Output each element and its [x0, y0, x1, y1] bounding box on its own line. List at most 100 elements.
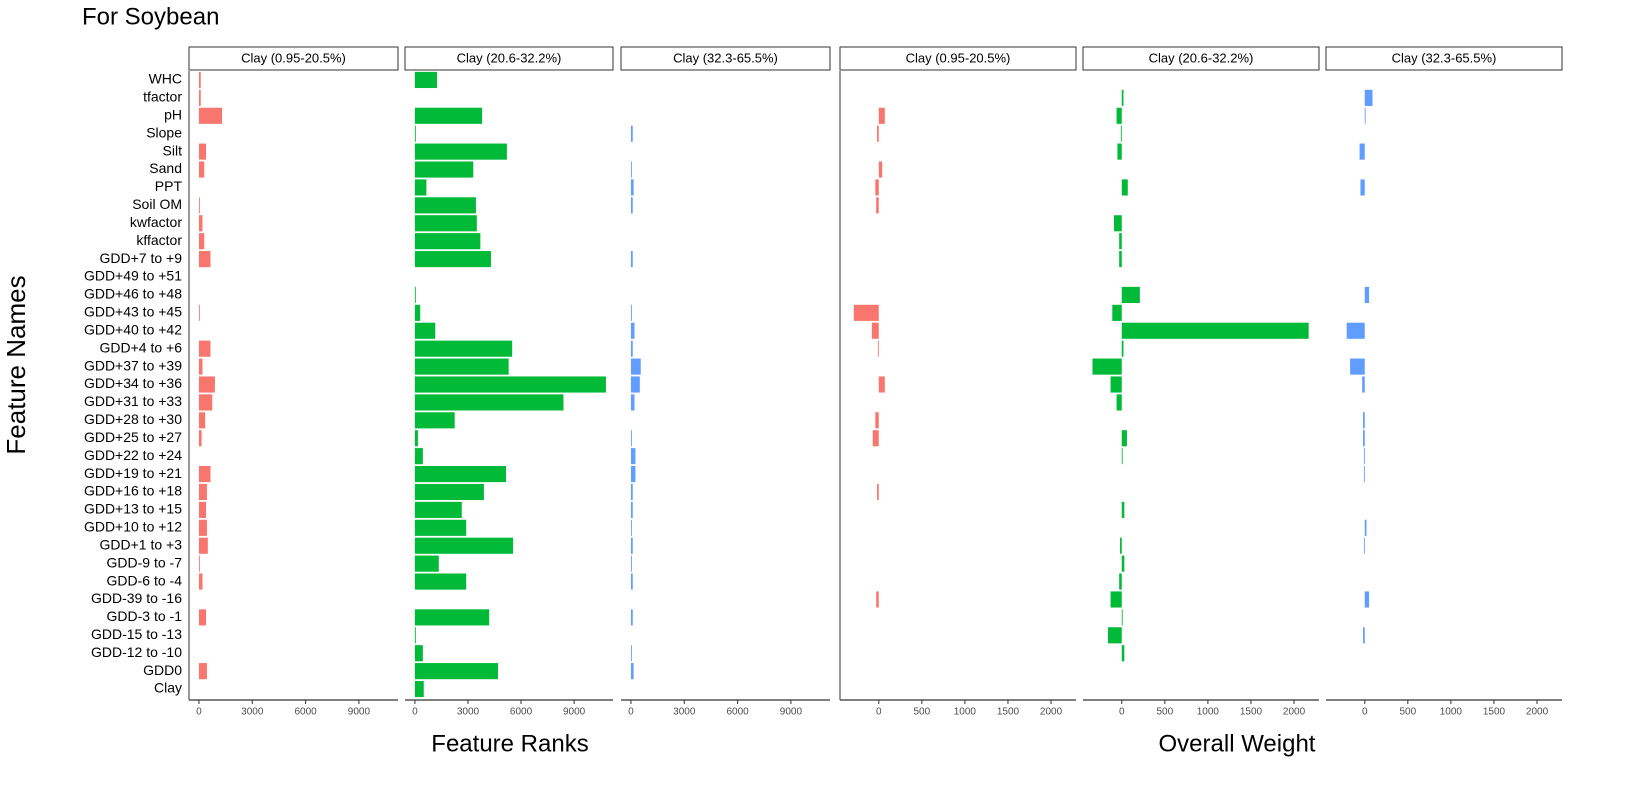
x-tick-label: 1500	[1483, 707, 1506, 718]
y-tick-label: GDD+4 to +6	[100, 339, 183, 355]
y-tick-label: GDD-12 to -10	[91, 644, 182, 660]
x-tick-label: 6000	[726, 707, 749, 718]
bar	[630, 251, 633, 268]
x-tick-label: 1000	[1440, 707, 1463, 718]
x-tick-label: 2000	[1040, 707, 1063, 718]
bar	[414, 501, 462, 518]
bar	[198, 143, 207, 160]
bar	[414, 179, 427, 196]
bar	[1121, 645, 1125, 662]
y-tick-label: tfactor	[143, 89, 182, 105]
bar	[198, 233, 205, 250]
bar	[630, 179, 634, 196]
bar	[1110, 591, 1122, 608]
bar	[198, 358, 203, 375]
y-tick-label: GDD+19 to +21	[84, 465, 182, 481]
facet-strip	[188, 46, 399, 71]
bar	[630, 358, 641, 375]
y-tick-label: WHC	[149, 71, 182, 87]
bar	[1121, 340, 1124, 357]
bar	[198, 340, 211, 357]
bar	[1116, 394, 1122, 411]
y-tick-label: GDD-9 to -7	[107, 554, 183, 570]
y-tick-label: Sand	[149, 160, 182, 176]
bar	[630, 340, 633, 357]
bar	[198, 466, 211, 483]
bar	[1117, 143, 1122, 160]
y-tick-label: Soil OM	[132, 196, 182, 212]
bar	[1364, 286, 1370, 303]
bar	[198, 71, 201, 89]
bar	[1363, 430, 1365, 447]
bar	[198, 215, 203, 232]
bar	[1360, 179, 1365, 196]
facet-title: Clay (32.3-65.5%)	[1392, 50, 1497, 65]
bar	[1092, 358, 1122, 375]
bar	[1350, 358, 1365, 375]
bar	[630, 304, 632, 321]
y-tick-label: GDD+34 to +36	[84, 375, 182, 391]
bar	[414, 304, 421, 321]
y-tick-label: Silt	[163, 142, 183, 158]
facet-strip	[404, 46, 614, 71]
y-tick-label: Clay	[154, 680, 182, 696]
bar	[414, 609, 490, 626]
bar	[1362, 376, 1365, 393]
bar	[1120, 537, 1122, 554]
bar	[414, 394, 564, 411]
bar	[1364, 519, 1367, 536]
bar	[1121, 179, 1128, 196]
bar	[414, 483, 484, 501]
bar	[1121, 609, 1123, 626]
bar	[414, 143, 507, 160]
x-tick-label: 1000	[1197, 707, 1220, 718]
x-tick-label: 0	[412, 707, 418, 718]
facet-strip	[1082, 46, 1320, 71]
bar	[414, 573, 467, 590]
bar	[198, 251, 211, 268]
bar	[630, 555, 632, 572]
bar	[630, 430, 632, 447]
y-tick-label: GDD0	[143, 662, 182, 678]
y-tick-label: GDD-39 to -16	[91, 590, 182, 606]
bar	[630, 161, 632, 178]
bar	[878, 161, 883, 178]
bar	[414, 412, 455, 429]
bar	[414, 286, 416, 303]
bar	[1363, 466, 1365, 483]
bar	[198, 376, 215, 393]
y-tick-label: GDD+22 to +24	[84, 447, 182, 463]
bar	[414, 376, 606, 393]
bar	[630, 483, 633, 501]
y-tick-label: GDD+37 to +39	[84, 357, 182, 373]
x-tick-label: 0	[1362, 707, 1368, 718]
bar	[878, 107, 885, 124]
bar	[198, 107, 223, 124]
x-tick-label: 3000	[241, 707, 264, 718]
y-tick-label: kffactor	[136, 232, 182, 248]
bar	[414, 448, 423, 465]
y-tick-label: GDD+40 to +42	[84, 321, 182, 337]
bar	[630, 501, 633, 518]
bar	[414, 107, 483, 124]
bar	[414, 519, 467, 536]
facet-title: Clay (20.6-32.2%)	[1149, 50, 1254, 65]
bar	[877, 340, 879, 357]
bar	[1121, 430, 1127, 447]
y-tick-label: pH	[164, 106, 182, 122]
x-tick-label: 3000	[673, 707, 696, 718]
bar	[414, 358, 509, 375]
x-tick-label: 1500	[997, 707, 1020, 718]
facet-title: Clay (0.95-20.5%)	[241, 50, 346, 65]
bar	[414, 466, 506, 483]
bar	[853, 304, 879, 321]
bar	[877, 483, 879, 501]
bar	[872, 430, 879, 447]
bar	[1116, 107, 1122, 124]
bar	[877, 125, 879, 142]
bar	[1119, 233, 1122, 250]
bar	[414, 71, 438, 89]
bar	[630, 573, 633, 590]
bar	[1114, 215, 1122, 232]
x-tick-label: 9000	[780, 707, 803, 718]
